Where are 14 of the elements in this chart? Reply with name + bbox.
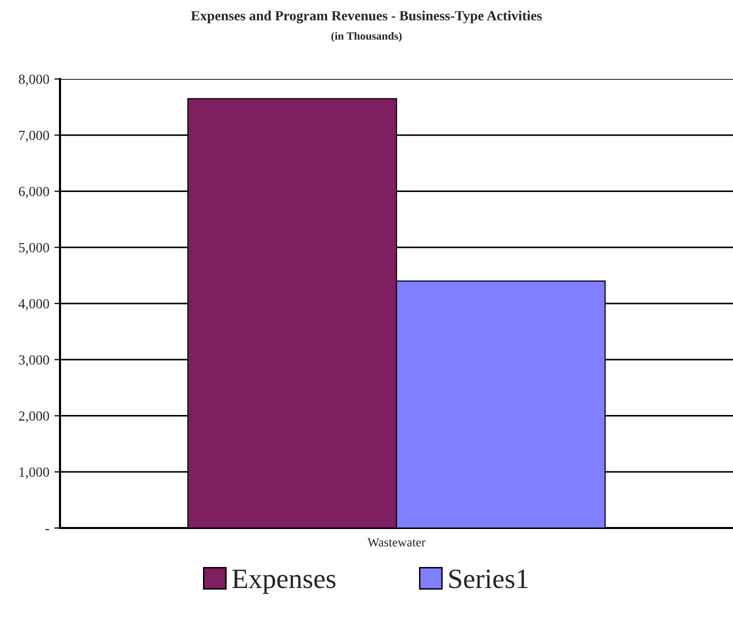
y-tick-label: - <box>45 529 50 530</box>
y-tick-label: 2,000 <box>18 411 50 423</box>
chart-title: Expenses and Program Revenues - Business-Type Activities <box>191 10 542 24</box>
y-tick-label: 4,000 <box>18 299 50 310</box>
y-tick-label: 3,000 <box>18 355 50 367</box>
y-tick-label: 8,000 <box>18 74 50 86</box>
y-tick-label: 1,000 <box>20 467 50 479</box>
y-tick-label: 7,000 <box>19 130 50 142</box>
legend-label: Series1 <box>449 570 528 588</box>
x-tick-label: Wastewater <box>368 538 426 547</box>
legend-label: Expenses <box>232 570 336 594</box>
y-tick-label: 6,000 <box>18 186 50 198</box>
y-tick-label: 5,000 <box>19 242 50 254</box>
chart-subtitle: (in Thousands) <box>331 32 402 42</box>
